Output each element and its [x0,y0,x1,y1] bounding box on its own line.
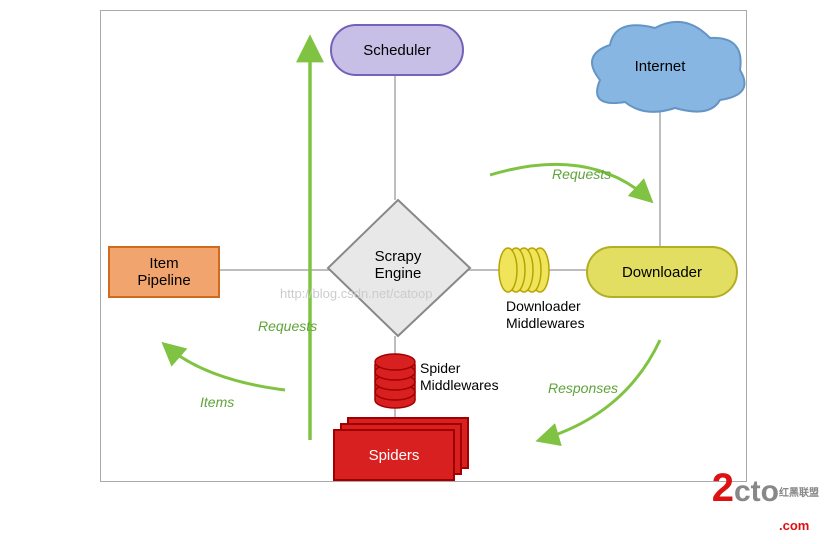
item-pipeline-node: Item Pipeline [108,246,220,298]
scheduler-node: Scheduler [330,24,464,76]
label-responses: Responses [548,380,618,396]
internet-label-wrap: Internet [620,58,700,75]
spiders-label-wrap: Spiders [334,430,454,480]
spider-mw-label: Spider Middlewares [420,360,499,394]
scrapy-engine-label: Scrapy Engine [375,248,422,282]
logo-cn: 红黑联盟 [779,488,819,499]
item-pipeline-label: Item Pipeline [137,255,190,289]
scrapy-engine-label-wrap: Scrapy Engine [358,248,438,282]
label-requests-top: Requests [552,166,611,182]
site-logo: 2cto红黑联盟 .com [712,466,819,538]
scheduler-label: Scheduler [363,42,431,59]
spider-mw-label-wrap: Spider Middlewares [420,360,499,394]
downloader-mw-label-wrap: Downloader Middlewares [506,298,585,332]
spiders-label: Spiders [369,447,420,464]
logo-cto: cto [734,475,779,508]
label-items: Items [200,394,234,410]
downloader-label: Downloader [622,264,702,281]
watermark-text: http://blog.csdn.net/catoop [280,286,433,301]
logo-com: .com [779,518,809,533]
label-requests-left: Requests [258,318,317,334]
internet-label: Internet [635,58,686,75]
logo-2: 2 [712,466,734,510]
downloader-node: Downloader [586,246,738,298]
downloader-mw-label: Downloader Middlewares [506,298,585,332]
